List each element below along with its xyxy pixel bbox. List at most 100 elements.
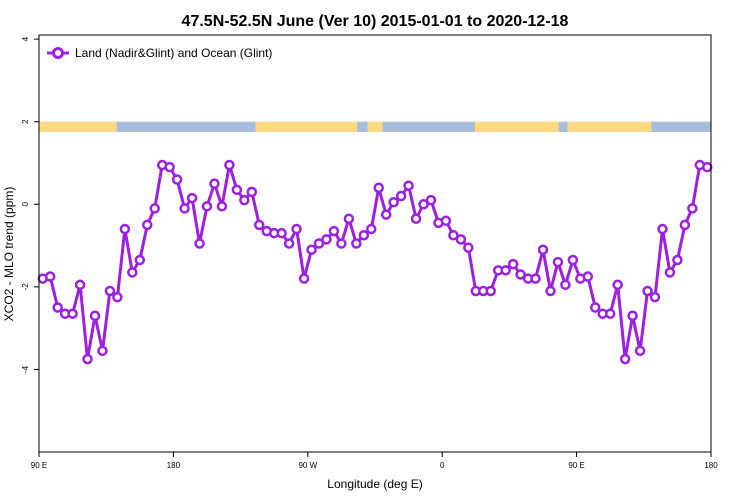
data-point: [321, 234, 332, 245]
y-axis-label: XCO2 - MLO trend (ppm): [2, 187, 16, 322]
data-point: [440, 215, 452, 227]
band-segment-ocean: [116, 121, 256, 133]
data-point: [112, 291, 123, 303]
data-point: [537, 244, 549, 255]
data-point: [545, 285, 556, 297]
data-point: [134, 254, 146, 266]
band-segment-ocean: [558, 121, 568, 133]
data-point: [649, 291, 661, 303]
data-point: [657, 223, 668, 235]
band-segment-ocean: [382, 121, 476, 133]
data-point: [171, 174, 183, 185]
data-point: [515, 269, 526, 280]
x-tick-label: 180: [167, 461, 181, 470]
y-tick-label: -4: [21, 365, 30, 373]
data-point: [224, 159, 235, 171]
series-layer: [37, 159, 713, 365]
data-point: [298, 273, 310, 284]
data-point: [672, 254, 683, 266]
data-point: [119, 223, 131, 235]
data-point: [552, 256, 564, 268]
x-tick-label: 0: [440, 461, 445, 470]
data-point: [164, 161, 175, 173]
data-point: [231, 184, 243, 196]
legend-entry-label: Land (Nadir&Glint) and Ocean (Glint): [75, 46, 272, 60]
band-segment-ocean: [651, 121, 711, 133]
data-point: [149, 203, 160, 214]
data-point: [373, 182, 384, 194]
data-point: [142, 219, 153, 231]
data-point: [485, 285, 496, 297]
x-tick-label: 90 E: [568, 461, 584, 470]
data-point: [306, 244, 317, 255]
plot-frame: [38, 34, 712, 453]
data-point: [283, 238, 295, 249]
data-point: [448, 229, 459, 241]
data-point: [418, 199, 429, 210]
data-point: [590, 302, 601, 313]
data-point: [194, 238, 205, 249]
data-point: [500, 265, 511, 276]
data-point: [582, 271, 594, 282]
data-point: [627, 310, 638, 322]
data-point: [679, 219, 691, 231]
data-point: [291, 223, 302, 235]
data-point: [104, 285, 116, 297]
data-point: [313, 238, 325, 249]
data-point: [186, 192, 198, 204]
data-point: [239, 194, 250, 206]
data-point: [687, 203, 698, 214]
band-segment-land: [39, 121, 117, 133]
data-point: [410, 213, 422, 224]
data-point: [395, 190, 407, 202]
data-point: [366, 223, 377, 235]
data-point: [82, 353, 93, 365]
data-point: [358, 229, 370, 241]
band-segment-land: [475, 121, 559, 133]
data-point: [52, 302, 63, 313]
chart-title: 47.5N-52.5N June (Ver 10) 2015-01-01 to …: [182, 13, 569, 30]
data-point: [97, 345, 108, 357]
legend: Land (Nadir&Glint) and Ocean (Glint): [47, 46, 272, 60]
data-point: [276, 227, 287, 239]
band-segment-land: [367, 121, 383, 133]
data-point: [328, 225, 340, 237]
data-point: [664, 267, 676, 278]
band-segment-land: [567, 121, 652, 133]
data-point: [336, 238, 347, 249]
data-point: [463, 242, 474, 253]
data-point: [343, 213, 355, 224]
x-axis: 90 E 180 90 W 0 90 E 180: [31, 452, 718, 470]
data-point: [44, 271, 56, 282]
land-ocean-band: [39, 121, 711, 133]
data-point: [425, 194, 437, 206]
data-point: [209, 178, 220, 189]
x-tick-label: 90 E: [31, 461, 47, 470]
data-point: [254, 219, 265, 231]
data-point: [216, 201, 228, 212]
data-point: [179, 203, 190, 214]
y-tick-label: 4: [21, 36, 30, 41]
data-point: [560, 279, 571, 291]
data-point: [455, 234, 467, 245]
data-point: [351, 238, 362, 249]
y-tick-label: -2: [21, 283, 30, 291]
data-point: [201, 201, 213, 212]
data-point: [89, 310, 101, 322]
data-point: [67, 308, 78, 319]
y-tick-label: 0: [21, 202, 30, 207]
data-point: [612, 279, 623, 291]
data-point: [702, 161, 713, 173]
x-tick-label: 90 W: [298, 461, 317, 470]
data-point: [634, 345, 646, 357]
band-segment-land: [255, 121, 358, 133]
data-point: [507, 258, 519, 270]
data-point: [380, 209, 392, 220]
data-point: [388, 196, 399, 208]
data-point: [74, 279, 86, 291]
x-tick-label: 180: [704, 461, 718, 470]
data-point: [567, 254, 579, 266]
data-point: [403, 180, 414, 191]
data-point: [642, 285, 653, 297]
